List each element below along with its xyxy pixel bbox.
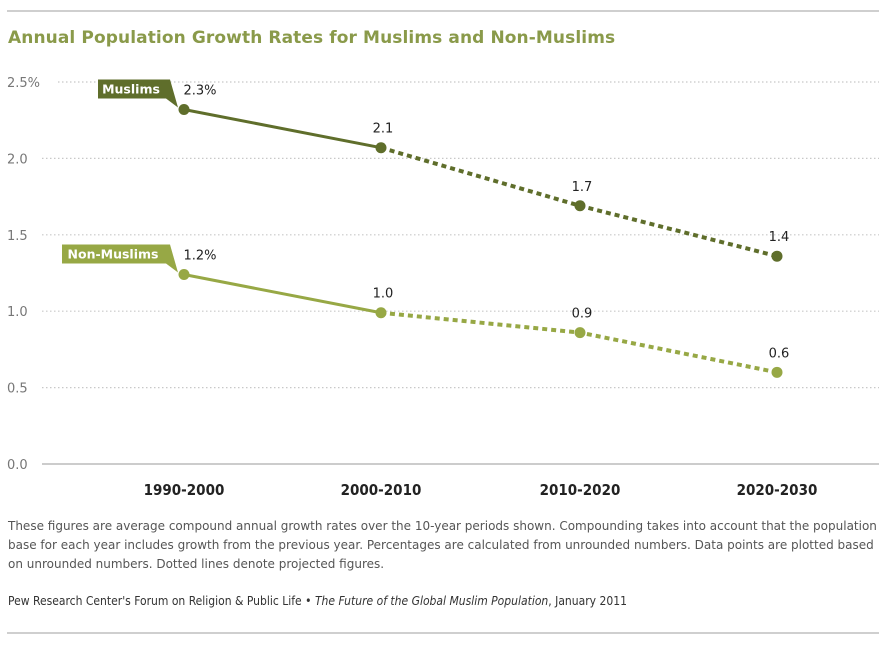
non-muslims-point (375, 307, 387, 319)
non-muslims-point (574, 327, 586, 339)
non-muslims-point (178, 269, 190, 281)
non-muslims-callout-box (62, 244, 178, 273)
x-tick-label: 2020-2030 (737, 481, 818, 499)
y-tick-label: 0.5 (7, 382, 28, 397)
y-axis-ticks: 0.0 0.5 1.0 1.5 2.0 2.5% (7, 76, 40, 473)
muslims-point (574, 200, 586, 212)
y-tick-label: 2.0 (7, 152, 28, 167)
non-muslims-line-projected (380, 310, 778, 375)
x-tick-label: 2010-2020 (540, 481, 621, 499)
non-muslims-data-label: 0.6 (769, 346, 790, 361)
non-muslims-line-actual (183, 273, 382, 315)
non-muslims-callout-label: Non-Muslims (68, 247, 159, 262)
non-muslims-data-label: 1.0 (373, 287, 394, 302)
series (178, 104, 783, 378)
y-tick-label: 1.0 (7, 305, 28, 320)
non-muslims-data-label: 1.2% (183, 249, 216, 264)
y-tick-label: 2.5% (7, 76, 40, 91)
muslims-data-label: 1.7 (572, 180, 593, 195)
muslims-callout-label: Muslims (102, 82, 160, 97)
series-callouts: Muslims Non-Muslims (62, 79, 178, 273)
gridlines (42, 81, 879, 465)
y-tick-label: 0.0 (7, 458, 28, 473)
x-tick-label: 1990-2000 (144, 481, 225, 499)
muslims-point (375, 142, 387, 154)
chart-footnote: These figures are average compound annua… (8, 519, 877, 571)
non-muslims-callout: Non-Muslims (62, 244, 178, 273)
muslims-data-label: 2.1 (373, 122, 394, 137)
y-tick-label: 1.5 (7, 229, 28, 244)
muslims-data-label: 1.4 (769, 230, 790, 245)
top-divider (7, 10, 879, 12)
non-muslims-data-label: 0.9 (572, 307, 593, 322)
muslims-line-actual (183, 108, 382, 150)
source-bullet: • (301, 594, 315, 608)
source-org: Pew Research Center's Forum on Religion … (8, 594, 302, 608)
muslims-callout: Muslims (98, 79, 178, 108)
source-credit: Pew Research Center's Forum on Religion … (8, 594, 627, 608)
chart-title: Annual Population Growth Rates for Musli… (8, 28, 616, 48)
muslims-point (771, 250, 783, 262)
source-date: , January 2011 (548, 594, 627, 608)
bottom-divider (7, 632, 879, 634)
muslims-point (178, 104, 190, 116)
muslims-callout-box (98, 79, 178, 108)
source-publication: The Future of the Global Muslim Populati… (314, 594, 549, 608)
non-muslims-point (771, 366, 783, 378)
x-tick-label: 2000-2010 (341, 481, 422, 499)
muslims-data-label: 2.3% (183, 84, 216, 99)
x-axis-ticks: 1990-2000 2000-2010 2010-2020 2020-2030 (144, 481, 818, 499)
data-labels: 2.3% 2.1 1.7 1.4 1.2% 1.0 0.9 0.6 (183, 84, 789, 362)
line-chart: 0.0 0.5 1.0 1.5 2.0 2.5% 1990-2000 2000-2010 20… (7, 76, 879, 499)
